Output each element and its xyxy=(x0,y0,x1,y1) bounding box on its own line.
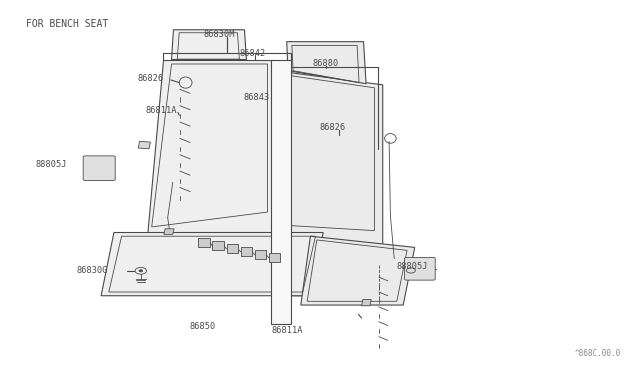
FancyBboxPatch shape xyxy=(404,257,435,280)
Text: 86826: 86826 xyxy=(320,124,346,132)
Polygon shape xyxy=(144,60,275,270)
Text: 88805J: 88805J xyxy=(397,262,428,271)
Text: ^868C.00.0: ^868C.00.0 xyxy=(575,349,621,358)
Polygon shape xyxy=(301,236,415,305)
Text: 86811A: 86811A xyxy=(145,106,177,115)
Polygon shape xyxy=(287,42,366,84)
Polygon shape xyxy=(164,229,174,234)
Text: 86811A: 86811A xyxy=(272,326,303,335)
Circle shape xyxy=(139,270,143,272)
Text: 86842: 86842 xyxy=(239,49,266,58)
Polygon shape xyxy=(101,232,323,296)
Polygon shape xyxy=(362,299,371,306)
Bar xyxy=(255,250,266,259)
Polygon shape xyxy=(138,141,150,149)
Text: 86850: 86850 xyxy=(189,322,216,331)
Text: 88805J: 88805J xyxy=(35,160,67,169)
Bar xyxy=(241,247,252,256)
Text: 86826: 86826 xyxy=(138,74,164,83)
Text: 86830G: 86830G xyxy=(77,266,108,275)
Bar xyxy=(269,253,280,262)
Bar xyxy=(227,244,238,253)
Polygon shape xyxy=(271,60,291,324)
Text: 86843: 86843 xyxy=(243,93,269,102)
Polygon shape xyxy=(172,30,246,60)
Bar xyxy=(198,238,210,247)
Polygon shape xyxy=(275,71,383,296)
Text: 86830M: 86830M xyxy=(204,30,235,39)
Bar xyxy=(212,241,224,250)
FancyBboxPatch shape xyxy=(83,156,115,180)
Text: 86880: 86880 xyxy=(312,60,339,68)
Text: FOR BENCH SEAT: FOR BENCH SEAT xyxy=(26,19,108,29)
